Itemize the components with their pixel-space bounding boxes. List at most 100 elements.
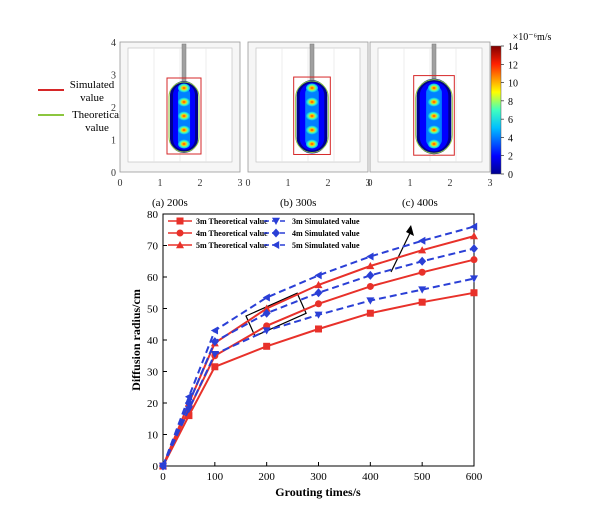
legend-marker <box>176 229 184 237</box>
data-point <box>210 337 219 347</box>
injection-point <box>178 111 190 121</box>
injection-point <box>428 97 440 107</box>
x-tick-label: 200 <box>258 471 275 483</box>
x-tick-label: 600 <box>466 471 483 483</box>
injection-point <box>178 125 190 135</box>
data-point <box>185 412 193 420</box>
injection-point <box>428 125 440 135</box>
y-tick-label: 80 <box>147 209 159 221</box>
data-point <box>470 275 478 283</box>
data-point <box>366 282 374 290</box>
data-point <box>262 327 271 335</box>
data-point <box>314 288 323 298</box>
injection-point <box>306 139 318 149</box>
legend-marker <box>272 228 280 238</box>
legend-simulated-line1: Simulated <box>70 79 115 91</box>
panel-x-tick: 1 <box>286 178 291 189</box>
data-point <box>314 311 323 319</box>
colorbar-gradient <box>490 45 502 175</box>
y-tick-label: 40 <box>147 335 159 347</box>
simulated-outline <box>413 75 455 156</box>
panel-x-tick: 3 <box>488 178 493 189</box>
data-point <box>314 280 323 289</box>
data-point <box>315 300 322 308</box>
panel-1: 0 1 2 3 0 1 2 3 4 (a) 200s <box>111 38 243 209</box>
series-line <box>162 277 475 467</box>
data-point <box>366 252 374 261</box>
data-point <box>184 392 193 401</box>
plot-frame <box>162 213 475 467</box>
legend-label: 3m Simulated value <box>292 217 360 226</box>
legend-label: 5m Simulated value <box>292 241 360 250</box>
data-point <box>262 308 271 318</box>
series-line <box>162 291 475 467</box>
panel-x-tick: 3 <box>238 178 243 189</box>
colorbar-tick-label: 10 <box>508 79 518 90</box>
injection-point <box>306 83 318 93</box>
y-axis-ticks: 0 10 20 30 40 50 60 70 80 <box>147 209 167 473</box>
data-point <box>262 304 271 312</box>
legend-marker <box>272 241 280 249</box>
colorbar-tick-label: 8 <box>508 97 513 108</box>
panel-y-tick: 3 <box>111 71 116 82</box>
panel-label: (c) 400s <box>402 197 438 209</box>
simulated-outline <box>293 76 331 155</box>
data-point <box>210 326 219 335</box>
colorbar-ticks: 14 12 10 8 6 4 2 0 <box>501 42 518 181</box>
zoom-box <box>245 292 307 337</box>
series-line <box>162 225 475 467</box>
panel-x-tick: 2 <box>448 178 453 189</box>
data-point <box>210 350 219 359</box>
x-tick-label: 500 <box>414 471 431 483</box>
injection-point <box>178 97 190 107</box>
data-point <box>418 236 426 245</box>
colorbar-unit: ×10⁻⁶m/s <box>513 32 552 43</box>
panel-x-tick: 2 <box>326 178 331 189</box>
panel-x-tick: 1 <box>408 178 413 189</box>
data-point <box>470 289 478 297</box>
y-tick-label: 50 <box>147 304 159 316</box>
legend-label: 4m Theoretical value <box>196 229 268 238</box>
data-point <box>470 244 478 254</box>
legend-simulated-line2: value <box>80 92 104 104</box>
panel-x-tick: 0 <box>118 178 123 189</box>
injection-point <box>428 83 440 93</box>
series-line <box>162 247 475 467</box>
zoom-arrow-head <box>406 225 414 236</box>
colorbar-tick-label: 6 <box>508 115 513 126</box>
data-point <box>366 261 375 270</box>
y-tick-label: 20 <box>147 398 159 410</box>
injection-point <box>428 139 440 149</box>
injection-point <box>178 139 190 149</box>
x-axis-ticks: 0 100 200 300 400 500 600 <box>160 462 483 483</box>
data-point <box>418 286 427 294</box>
x-tick-label: 400 <box>362 471 379 483</box>
colorbar-tick-label: 4 <box>508 133 513 144</box>
injection-point <box>306 97 318 107</box>
panel-3: 0 1 2 3 (c) 400s <box>368 41 493 209</box>
legend-marker <box>176 241 184 249</box>
data-point <box>418 298 426 306</box>
line-chart: 0 100 200 300 400 500 600 0 10 20 30 40 50 60 70 80 Gr… <box>129 209 483 499</box>
data-point <box>211 363 219 371</box>
y-tick-label: 60 <box>147 272 159 284</box>
data-point <box>470 232 478 240</box>
data-point <box>470 222 478 231</box>
y-tick-label: 0 <box>153 461 159 473</box>
panel-label: (b) 300s <box>280 197 316 209</box>
data-point <box>262 293 270 302</box>
data-point <box>159 462 167 470</box>
legend-label: 5m Theoretical value <box>196 241 268 250</box>
theoretical-outline <box>415 79 453 154</box>
legend-theoretical-line2: value <box>85 122 109 134</box>
data-point <box>418 256 427 266</box>
panel-x-tick: 1 <box>158 178 163 189</box>
y-tick-label: 70 <box>147 241 159 253</box>
colorbar: ×10⁻⁶m/s 14 12 10 8 6 4 2 0 <box>490 32 552 181</box>
series-6 <box>159 222 478 470</box>
y-axis-label: Diffusion radius/cm <box>129 289 143 391</box>
colorbar-tick-label: 14 <box>508 42 518 53</box>
data-point <box>315 325 322 333</box>
